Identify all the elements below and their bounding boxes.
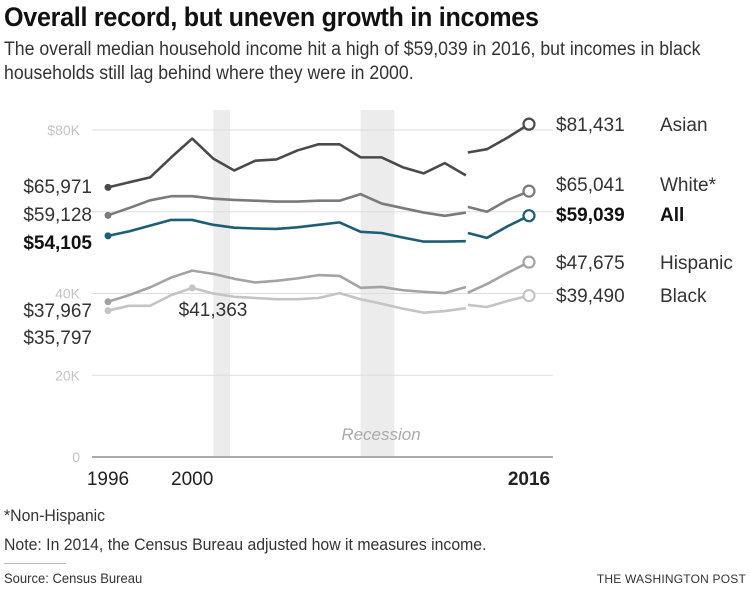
- series-line-new-method-asian: [467, 123, 530, 154]
- x-tick-label: 2000: [171, 469, 213, 490]
- series-line-black: [107, 286, 467, 315]
- chart-title: Overall record, but uneven growth in inc…: [4, 2, 539, 32]
- start-point-all: [104, 232, 112, 240]
- peak-value-label: $41,363: [179, 300, 248, 321]
- line-chart: Recession 0 20K 40K $80K $65,971 $81,431 Asia…: [23, 110, 733, 490]
- y-gridlines: 0 20K 40K $80K: [47, 122, 553, 465]
- start-value-label: $35,797: [23, 328, 92, 349]
- y-tick-label: 40K: [55, 286, 81, 302]
- series-line-white: [107, 192, 467, 218]
- x-axis: 1996 2000 2016: [87, 469, 550, 490]
- series-line-new-method-black: [467, 294, 530, 309]
- end-value-label: $65,041: [556, 175, 625, 196]
- footnote-non-hispanic: *Non-Hispanic: [4, 506, 106, 525]
- legend-label-all: All: [660, 205, 684, 226]
- end-value-label: $47,675: [556, 253, 625, 274]
- end-point-hispanic: [522, 255, 536, 269]
- chart-subtitle: The overall median household income hit …: [4, 39, 701, 84]
- series-line-new-method-white: [467, 189, 530, 214]
- start-value-label: $37,967: [23, 301, 92, 322]
- legend-label-hispanic: Hispanic: [660, 253, 733, 274]
- legend-label-asian: Asian: [660, 115, 708, 136]
- y-tick-label: 20K: [55, 367, 81, 383]
- recession-band-1: [213, 110, 231, 457]
- series-line-all: [107, 218, 466, 243]
- start-point-asian: [104, 183, 112, 191]
- end-point-asian: [522, 117, 536, 131]
- series-lines: [104, 117, 536, 315]
- source-credit: Source: Census Bureau: [4, 570, 143, 586]
- start-value-label: $65,971: [23, 177, 92, 198]
- end-value-label: $81,431: [556, 115, 625, 136]
- y-tick-label: 0: [72, 449, 80, 465]
- series-line-new-method-hispanic: [467, 260, 530, 294]
- start-point-hispanic: [104, 298, 112, 306]
- end-value-label: $59,039: [556, 205, 625, 226]
- recession-band-2: [360, 110, 395, 457]
- publisher-brand: THE WASHINGTON POST: [596, 572, 746, 586]
- legend-label-white: White*: [660, 175, 717, 196]
- start-point-white: [104, 211, 112, 219]
- start-value-label: $54,105: [23, 233, 92, 254]
- peak-point-black: [188, 284, 196, 292]
- end-value-label: $39,490: [556, 286, 625, 307]
- footnote-census-note: Note: In 2014, the Census Bureau adjuste…: [4, 535, 487, 554]
- recession-bands: Recession: [213, 110, 421, 457]
- end-point-white: [522, 184, 536, 198]
- x-tick-label: 1996: [87, 469, 129, 490]
- series-line-new-method-all: [467, 214, 530, 240]
- y-tick-label: $80K: [47, 122, 80, 138]
- end-point-all: [522, 209, 536, 223]
- start-value-label: $59,128: [23, 205, 92, 226]
- legend-label-black: Black: [660, 286, 707, 307]
- recession-label: Recession: [341, 425, 420, 444]
- start-point-black: [104, 307, 112, 315]
- end-point-black: [522, 288, 536, 303]
- series-line-hispanic: [107, 269, 467, 304]
- source-divider: [4, 563, 66, 564]
- x-tick-label: 2016: [508, 469, 550, 490]
- series-line-asian: [107, 137, 467, 189]
- series-labels: $65,971 $81,431 Asian $59,128 $65,041 White* $…: [23, 115, 733, 349]
